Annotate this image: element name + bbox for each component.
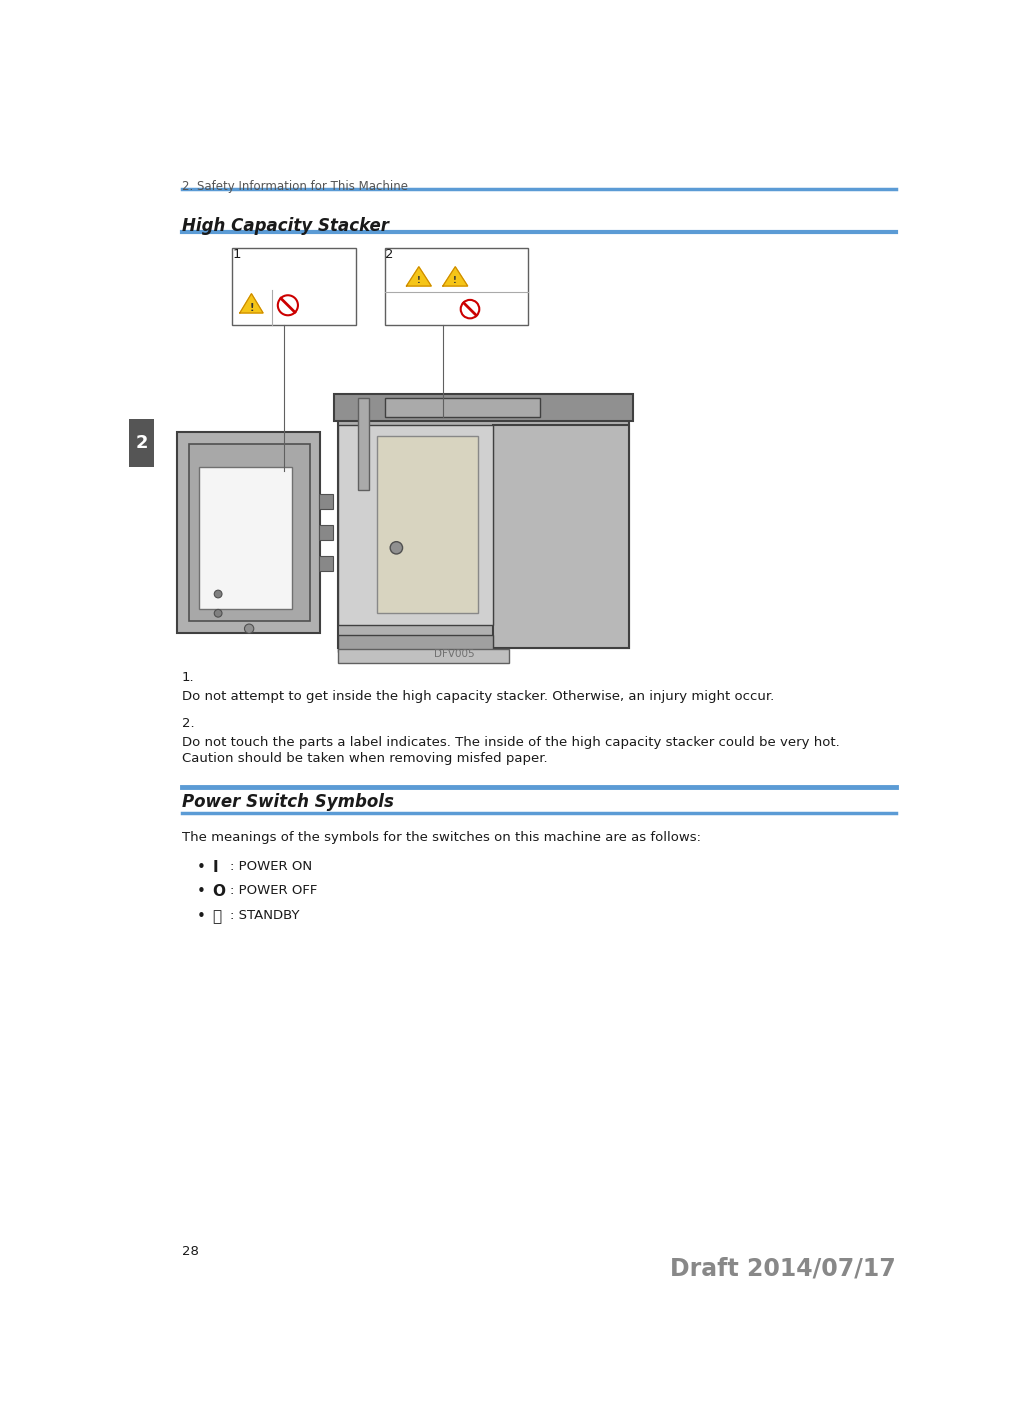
Text: Draft 2014/07/17: Draft 2014/07/17 <box>671 1256 896 1280</box>
Bar <box>190 443 310 621</box>
Bar <box>338 635 493 652</box>
Text: The meanings of the symbols for the switches on this machine are as follows:: The meanings of the symbols for the swit… <box>182 831 701 844</box>
Bar <box>178 432 320 632</box>
Text: !: ! <box>249 303 254 313</box>
Circle shape <box>460 300 479 318</box>
Bar <box>338 416 628 648</box>
Text: 2: 2 <box>385 247 393 260</box>
Bar <box>338 649 509 664</box>
Polygon shape <box>407 267 431 286</box>
Bar <box>319 556 333 571</box>
Circle shape <box>245 624 254 634</box>
Text: : POWER OFF: : POWER OFF <box>230 884 317 897</box>
Text: !: ! <box>417 276 421 286</box>
Bar <box>319 495 333 509</box>
Circle shape <box>215 610 222 617</box>
Bar <box>377 436 478 614</box>
Circle shape <box>390 541 402 554</box>
Text: Power Switch Symbols: Power Switch Symbols <box>182 793 393 810</box>
Bar <box>319 524 333 540</box>
Bar <box>129 419 154 468</box>
Text: : POWER ON: : POWER ON <box>230 860 312 872</box>
Text: 2.: 2. <box>182 718 194 730</box>
Bar <box>358 398 369 490</box>
Text: DFV005: DFV005 <box>434 649 475 659</box>
Text: 1.: 1. <box>182 671 194 684</box>
Bar <box>334 394 633 421</box>
Bar <box>232 247 356 324</box>
Text: O: O <box>213 884 226 899</box>
Text: Do not attempt to get inside the high capacity stacker. Otherwise, an injury mig: Do not attempt to get inside the high ca… <box>182 691 774 703</box>
Bar <box>493 425 628 648</box>
Text: High Capacity Stacker: High Capacity Stacker <box>182 217 389 234</box>
Text: Caution should be taken when removing misfed paper.: Caution should be taken when removing mi… <box>182 752 547 764</box>
Circle shape <box>278 296 298 315</box>
Text: I: I <box>213 860 219 875</box>
Text: 2. Safety Information for This Machine: 2. Safety Information for This Machine <box>182 180 408 193</box>
Text: •: • <box>197 860 206 875</box>
Text: 2: 2 <box>135 433 148 452</box>
Bar <box>199 468 292 610</box>
Text: !: ! <box>453 276 457 286</box>
Circle shape <box>215 590 222 598</box>
Text: ⏻: ⏻ <box>213 909 222 924</box>
Text: 1: 1 <box>232 247 240 260</box>
Text: •: • <box>197 909 206 924</box>
Bar <box>385 398 540 416</box>
Bar <box>338 425 493 625</box>
Bar <box>385 247 528 324</box>
Text: : STANDBY: : STANDBY <box>230 909 299 922</box>
Polygon shape <box>443 267 467 286</box>
Text: 28: 28 <box>182 1245 198 1258</box>
Text: Do not touch the parts a label indicates. The inside of the high capacity stacke: Do not touch the parts a label indicates… <box>182 736 839 749</box>
Polygon shape <box>239 294 263 313</box>
Text: •: • <box>197 884 206 899</box>
